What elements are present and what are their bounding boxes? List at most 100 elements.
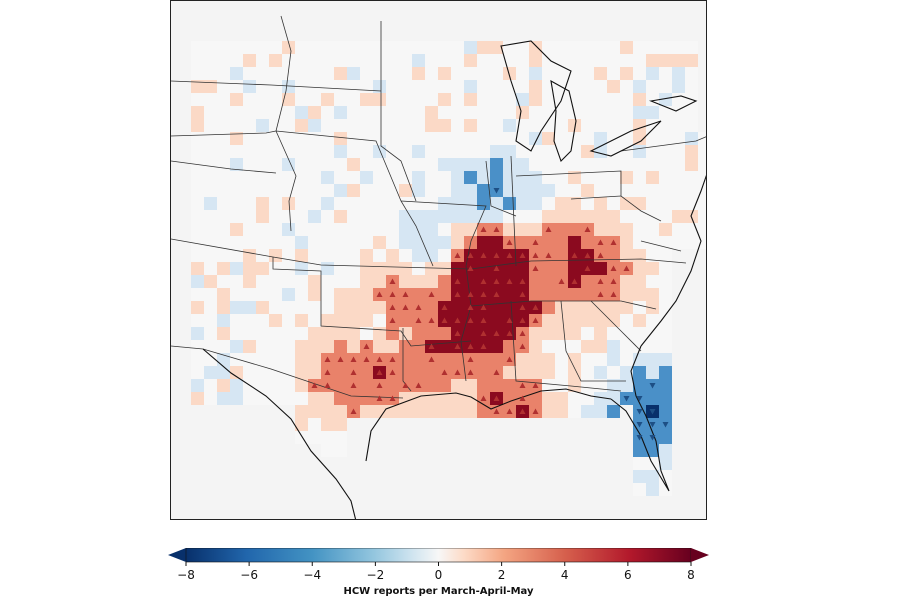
anomaly-cell xyxy=(464,197,477,210)
boundary-line xyxy=(280,15,292,92)
up-triangle-marker xyxy=(454,369,461,375)
up-triangle-marker xyxy=(350,382,357,388)
anomaly-cell xyxy=(399,54,412,67)
anomaly-cell xyxy=(243,249,256,262)
anomaly-cell xyxy=(321,288,334,301)
anomaly-cell xyxy=(282,119,295,132)
anomaly-cell xyxy=(347,327,360,340)
anomaly-cell xyxy=(243,262,256,275)
anomaly-cell xyxy=(412,392,425,405)
up-triangle-marker xyxy=(571,278,578,284)
anomaly-cell xyxy=(204,41,217,54)
up-triangle-marker xyxy=(428,343,435,349)
anomaly-cell xyxy=(620,236,633,249)
anomaly-cell xyxy=(334,301,347,314)
up-triangle-marker xyxy=(441,304,448,310)
anomaly-cell xyxy=(438,249,451,262)
anomaly-cell xyxy=(334,54,347,67)
anomaly-cell xyxy=(451,119,464,132)
anomaly-cell xyxy=(555,262,568,275)
anomaly-cell xyxy=(256,288,269,301)
anomaly-cell xyxy=(594,132,607,145)
anomaly-cell xyxy=(217,275,230,288)
colorbar-tick-label: 0 xyxy=(435,568,443,582)
anomaly-cell xyxy=(334,405,347,418)
anomaly-cell xyxy=(451,392,464,405)
anomaly-cell xyxy=(230,392,243,405)
anomaly-cell xyxy=(542,405,555,418)
anomaly-cell xyxy=(308,288,321,301)
anomaly-cell xyxy=(373,223,386,236)
anomaly-cell xyxy=(659,483,672,496)
anomaly-cell xyxy=(334,158,347,171)
anomaly-cell xyxy=(503,197,516,210)
anomaly-cell xyxy=(438,392,451,405)
anomaly-cell xyxy=(490,236,503,249)
anomaly-cell xyxy=(490,353,503,366)
anomaly-cell xyxy=(399,158,412,171)
anomaly-cell xyxy=(568,223,581,236)
anomaly-cell xyxy=(360,392,373,405)
anomaly-cell xyxy=(243,236,256,249)
up-triangle-marker xyxy=(480,304,487,310)
anomaly-cell xyxy=(217,223,230,236)
anomaly-cell xyxy=(217,327,230,340)
anomaly-cell xyxy=(464,119,477,132)
anomaly-cell xyxy=(347,249,360,262)
anomaly-cell xyxy=(646,106,659,119)
anomaly-cell xyxy=(386,236,399,249)
anomaly-cell xyxy=(256,184,269,197)
anomaly-cell xyxy=(334,93,347,106)
anomaly-cell xyxy=(191,249,204,262)
anomaly-cell xyxy=(191,379,204,392)
anomaly-cell xyxy=(607,145,620,158)
anomaly-cell xyxy=(412,262,425,275)
anomaly-cell xyxy=(464,106,477,119)
up-triangle-marker xyxy=(532,304,539,310)
great-lakes xyxy=(500,40,572,152)
anomaly-cell xyxy=(347,236,360,249)
anomaly-cell xyxy=(230,158,243,171)
anomaly-cell xyxy=(295,197,308,210)
anomaly-cell xyxy=(321,444,334,457)
anomaly-cell xyxy=(503,67,516,80)
anomaly-cell xyxy=(555,288,568,301)
anomaly-cell xyxy=(269,67,282,80)
anomaly-cell xyxy=(685,184,698,197)
anomaly-cell xyxy=(373,67,386,80)
anomaly-cell xyxy=(568,132,581,145)
anomaly-cell xyxy=(412,106,425,119)
anomaly-cell xyxy=(256,340,269,353)
anomaly-cell xyxy=(386,262,399,275)
anomaly-cell xyxy=(321,106,334,119)
anomaly-cell xyxy=(659,444,672,457)
anomaly-cell xyxy=(529,54,542,67)
anomaly-cell xyxy=(633,67,646,80)
anomaly-cell xyxy=(360,275,373,288)
anomaly-cell xyxy=(581,67,594,80)
up-triangle-marker xyxy=(506,356,513,362)
anomaly-cell xyxy=(659,54,672,67)
anomaly-cell xyxy=(581,340,594,353)
anomaly-cell xyxy=(360,379,373,392)
down-triangle-marker xyxy=(649,422,656,428)
anomaly-cell xyxy=(269,132,282,145)
anomaly-cell xyxy=(412,353,425,366)
anomaly-cell xyxy=(672,41,685,54)
anomaly-cell xyxy=(607,366,620,379)
anomaly-cell xyxy=(399,275,412,288)
anomaly-cell xyxy=(295,249,308,262)
anomaly-cell xyxy=(412,119,425,132)
anomaly-cell xyxy=(477,145,490,158)
anomaly-cell xyxy=(490,301,503,314)
anomaly-cell xyxy=(594,340,607,353)
up-triangle-marker xyxy=(402,291,409,297)
anomaly-cell xyxy=(373,54,386,67)
anomaly-cell xyxy=(282,379,295,392)
anomaly-cell xyxy=(308,184,321,197)
anomaly-cell xyxy=(672,158,685,171)
anomaly-cell xyxy=(516,353,529,366)
anomaly-cell xyxy=(204,67,217,80)
anomaly-cell xyxy=(490,93,503,106)
anomaly-cell xyxy=(386,119,399,132)
